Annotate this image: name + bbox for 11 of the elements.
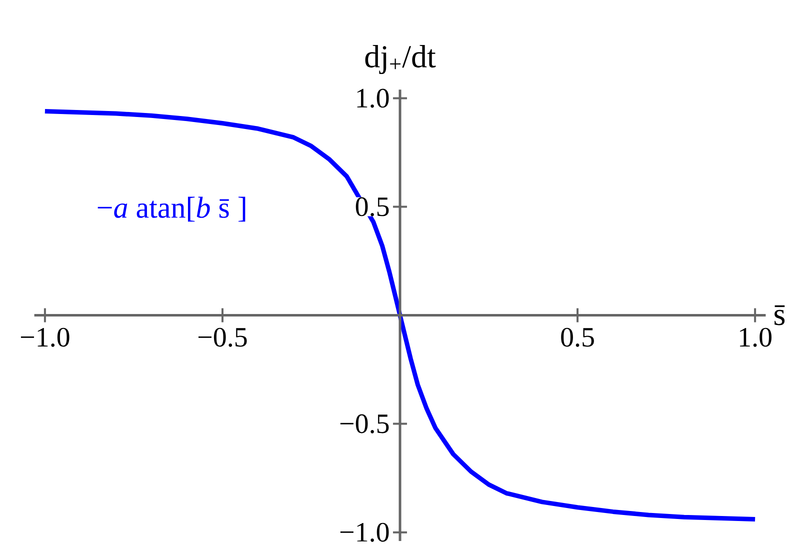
x-axis-title: s̄	[774, 305, 785, 326]
x-tick-label: 0.5	[561, 328, 594, 347]
y-axis-title: dj$_{+}$/dt	[365, 45, 436, 74]
y-tick-label: 0.5	[356, 197, 389, 216]
y-tick-label: −1.0	[340, 522, 389, 542]
x-tick-label: −0.5	[198, 328, 247, 347]
y-tick-label: −0.5	[340, 414, 389, 434]
y-tick-label: 1.0	[357, 88, 389, 108]
annotation: −a atan[b s̄ ]	[98, 196, 246, 222]
x-tick-label: −1.0	[20, 328, 70, 347]
x-tick-label: 1.0	[740, 328, 772, 347]
